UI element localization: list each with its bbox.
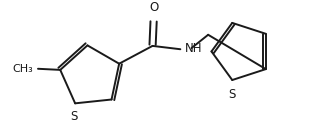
Text: S: S	[229, 88, 236, 101]
Text: NH: NH	[185, 42, 202, 55]
Text: O: O	[149, 1, 158, 14]
Text: S: S	[70, 110, 78, 123]
Text: CH₃: CH₃	[13, 64, 34, 74]
